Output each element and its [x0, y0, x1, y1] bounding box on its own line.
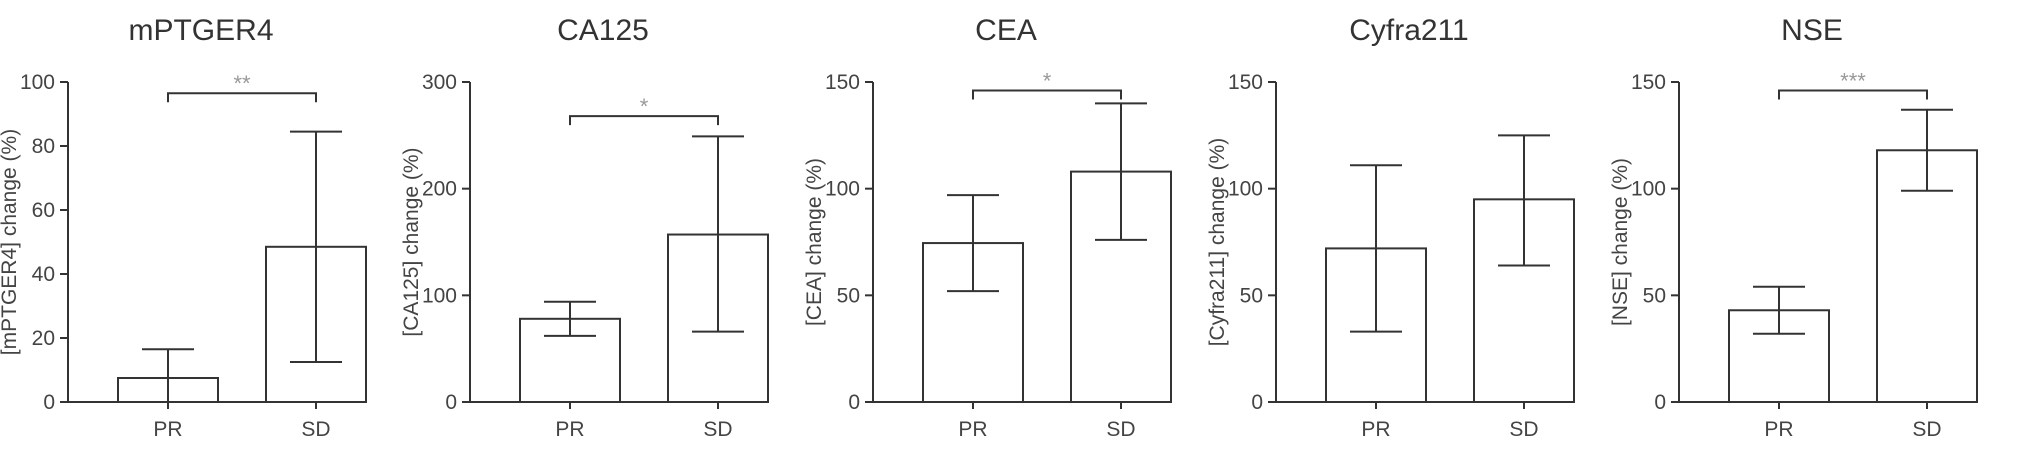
y-tick-label: 100: [422, 284, 457, 307]
significance-bracket: [569, 115, 719, 126]
chart-panel-3: CEA [CEA] change (%) 0 50 100 150 PR SD *: [803, 14, 1172, 441]
x-tick-label: SD: [1509, 418, 1538, 441]
y-tick-label: 200: [422, 178, 457, 201]
chart-title: mPTGER4: [128, 14, 273, 47]
significance-stars: ***: [1840, 69, 1866, 94]
y-tick-label: 20: [32, 327, 55, 350]
y-tick-label: 60: [32, 199, 55, 222]
y-tick-label: 0: [43, 391, 55, 414]
y-axis-label: [CA125] change (%): [400, 147, 423, 336]
y-tick-label: 50: [1240, 284, 1263, 307]
chart-panel-5: NSE [NSE] change (%) 0 50 100 150 PR SD ***: [1609, 14, 1978, 441]
x-tick-label: SD: [301, 418, 330, 441]
bar-sd: [1876, 149, 1978, 403]
y-tick-label: 0: [1251, 391, 1263, 414]
x-tick-label: PR: [555, 418, 584, 441]
x-tick-label: SD: [1912, 418, 1941, 441]
y-tick-label: 0: [848, 391, 860, 414]
y-tick-label: 80: [32, 135, 55, 158]
chart-title: CA125: [557, 14, 649, 47]
chart-panel-1: mPTGER4 [mPTGER4] change (%) 0 20 40 60 80 100 P…: [0, 14, 367, 441]
x-tick-label: SD: [1106, 418, 1135, 441]
y-tick-label: 150: [1631, 71, 1666, 94]
chart-panel-2: CA125 [CA125] change (%) 0 100 200 300 PR SD *: [400, 14, 769, 441]
significance-bracket: [167, 92, 317, 103]
x-tick-label: PR: [153, 418, 182, 441]
y-tick-label: 40: [32, 263, 55, 286]
y-axis-label: [Cyfra211] change (%): [1206, 138, 1229, 347]
significance-bracket: [972, 89, 1122, 100]
significance-stars: **: [233, 71, 251, 96]
y-tick-label: 50: [837, 284, 860, 307]
y-tick-label: 0: [1654, 391, 1666, 414]
y-axis-label: [NSE] change (%): [1609, 158, 1632, 326]
y-tick-label: 300: [422, 71, 457, 94]
chart-title: Cyfra211: [1349, 14, 1469, 47]
significance-bracket: [1778, 89, 1928, 100]
x-tick-label: SD: [703, 418, 732, 441]
y-tick-label: 100: [1631, 178, 1666, 201]
y-tick-label: 150: [1228, 71, 1263, 94]
x-tick-label: PR: [1361, 418, 1390, 441]
chart-title: NSE: [1781, 14, 1843, 47]
y-tick-label: 100: [1228, 178, 1263, 201]
y-tick-label: 100: [20, 71, 55, 94]
y-tick-label: 150: [825, 71, 860, 94]
significance-stars: *: [640, 94, 649, 119]
y-tick-label: 50: [1643, 284, 1666, 307]
significance-stars: *: [1043, 69, 1052, 94]
x-tick-label: PR: [1764, 418, 1793, 441]
chart-title: CEA: [975, 14, 1037, 47]
y-tick-label: 100: [825, 178, 860, 201]
y-tick-label: 0: [445, 391, 457, 414]
chart-panel-4: Cyfra211 [Cyfra211] change (%) 0 50 100 150 PR…: [1206, 14, 1575, 441]
y-axis-label: [mPTGER4] change (%): [0, 129, 21, 355]
y-axis-label: [CEA] change (%): [803, 158, 826, 326]
x-tick-label: PR: [958, 418, 987, 441]
